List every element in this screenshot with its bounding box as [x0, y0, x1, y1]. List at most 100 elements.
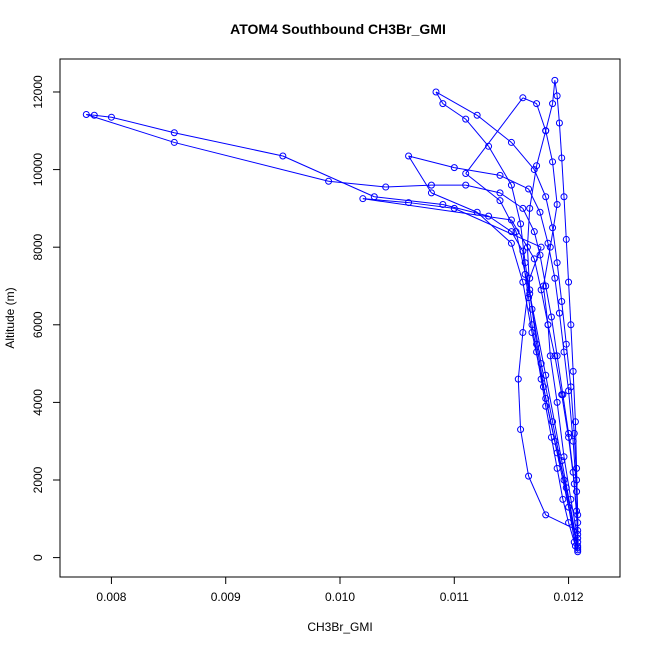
series-line-segment — [540, 289, 549, 325]
x-tick-label: 0.008 — [96, 590, 126, 604]
data-point — [560, 476, 568, 484]
data-point — [573, 507, 581, 515]
series-line-segment — [408, 155, 432, 194]
data-point — [537, 286, 545, 294]
data-point — [90, 111, 98, 119]
series-line-segment — [520, 223, 526, 263]
series-line-segment — [476, 211, 512, 244]
data-point — [553, 201, 561, 209]
series-line-segment — [408, 155, 455, 169]
series-line-segment — [111, 116, 175, 134]
x-axis-label: CH3Br_GMI — [307, 620, 372, 634]
series-line-segment — [558, 122, 563, 158]
data-point — [507, 216, 515, 224]
data-point — [547, 313, 555, 321]
data-point — [574, 519, 582, 527]
data-point — [530, 255, 538, 263]
series-line-segment — [556, 355, 564, 395]
data-point — [542, 402, 550, 410]
series-line-segment — [556, 262, 563, 302]
data-point — [553, 352, 561, 360]
y-tick-label: 6000 — [31, 311, 45, 338]
data-point — [567, 321, 575, 329]
data-point — [526, 204, 534, 212]
data-point — [507, 228, 515, 236]
data-point — [553, 464, 561, 472]
data-point — [542, 282, 550, 290]
series-line-segment — [547, 324, 556, 356]
data-point — [567, 383, 575, 391]
data-point — [528, 305, 536, 313]
data-point — [496, 197, 504, 205]
data-point — [544, 321, 552, 329]
series-line-segment — [576, 468, 579, 515]
series-line-segment — [562, 394, 570, 434]
series-line-segment — [510, 219, 535, 260]
data-point — [439, 100, 447, 108]
series-line-segment — [552, 161, 558, 205]
data-point — [405, 152, 413, 160]
data-point — [559, 495, 567, 503]
series-line-segment — [545, 103, 554, 131]
series-line-segment — [568, 437, 575, 484]
series-line-segment — [556, 402, 565, 457]
series-line-segment — [435, 91, 444, 104]
series-line-segment — [568, 282, 572, 325]
series-line-segment — [515, 231, 531, 294]
data-point — [555, 119, 563, 127]
data-point — [546, 243, 554, 251]
data-point — [553, 259, 561, 267]
data-point — [462, 115, 470, 123]
plot-area — [82, 76, 582, 556]
series-line-segment — [556, 95, 560, 124]
series-line-segment — [522, 97, 537, 105]
series-line-segment — [545, 196, 554, 228]
series-line-segment — [552, 80, 556, 104]
series-line-segment — [563, 351, 570, 391]
data-point — [370, 193, 378, 201]
series-line-segment — [528, 297, 533, 325]
data-point — [496, 189, 504, 197]
series-line-segment — [465, 184, 501, 194]
data-point — [519, 278, 527, 286]
y-tick-label: 10000 — [31, 153, 45, 187]
data-point — [170, 129, 178, 137]
data-point — [551, 437, 559, 445]
data-point — [507, 239, 515, 247]
y-tick-label: 8000 — [31, 234, 45, 261]
data-point — [519, 247, 527, 255]
axes: 0.008 0.009 0.010 0.011 0.012 0 2000 4000 6000 80… — [31, 75, 584, 604]
data-point — [542, 371, 550, 379]
data-point — [570, 429, 578, 437]
series-line-segment — [552, 421, 565, 481]
data-point — [279, 152, 287, 160]
data-point — [536, 208, 544, 216]
series-line-segment — [476, 114, 512, 143]
series-line-segment — [454, 207, 542, 248]
series-line-segment — [465, 97, 524, 174]
data-point — [496, 171, 504, 179]
data-point — [549, 100, 557, 108]
data-point — [560, 193, 568, 201]
data-point — [560, 453, 568, 461]
series-line-segment — [374, 196, 443, 206]
data-point — [519, 204, 527, 212]
data-point — [562, 340, 570, 348]
series-line-segment — [499, 200, 517, 232]
data-point — [574, 530, 582, 538]
series-line-segment — [545, 130, 554, 162]
data-point — [565, 387, 573, 395]
data-point — [539, 383, 547, 391]
y-tick-label: 0 — [31, 554, 45, 561]
data-point — [536, 251, 544, 259]
series-line-segment — [442, 103, 466, 120]
data-point — [565, 433, 573, 441]
data-point — [555, 309, 563, 317]
series-line-segment — [554, 278, 560, 314]
data-point — [530, 228, 538, 236]
data-point — [521, 270, 529, 278]
data-point — [562, 235, 570, 243]
data-point — [542, 511, 550, 519]
series-line-segment — [545, 285, 552, 318]
series-line-segment — [570, 386, 575, 434]
